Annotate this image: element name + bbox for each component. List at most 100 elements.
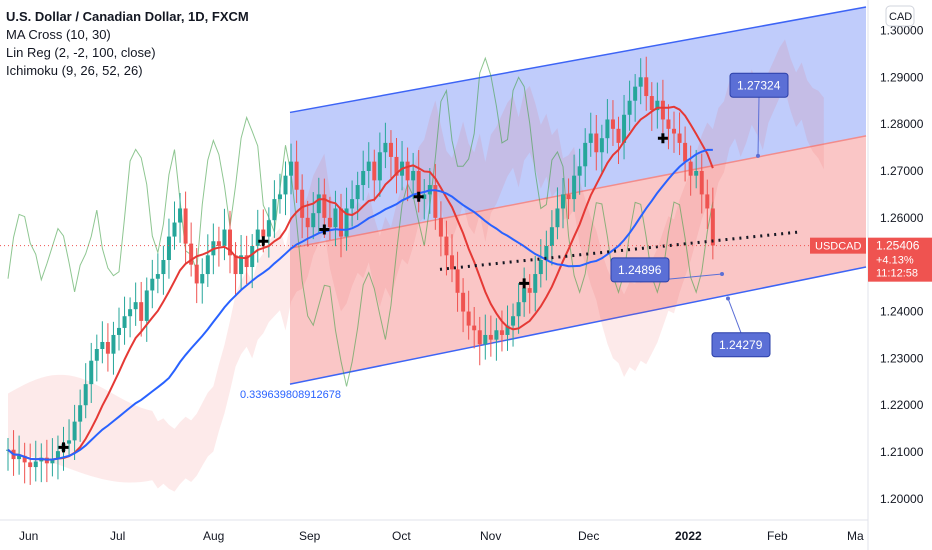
candle-body bbox=[555, 208, 560, 228]
candle-body bbox=[616, 128, 621, 143]
candle-body bbox=[383, 142, 388, 153]
candle-body bbox=[333, 208, 338, 228]
candle-body bbox=[111, 334, 116, 354]
ma-cross-marker bbox=[258, 236, 269, 247]
x-tick-label: Ma bbox=[847, 529, 864, 543]
chart-legend: U.S. Dollar / Canadian Dollar, 1D, FXCM … bbox=[6, 8, 249, 80]
indicator-lin-reg[interactable]: Lin Reg (2, -2, 100, close) bbox=[6, 45, 156, 60]
candle-body bbox=[599, 138, 604, 153]
annotation-box bbox=[610, 257, 670, 283]
candle-body bbox=[311, 213, 316, 228]
candle-body bbox=[422, 194, 427, 200]
candle-body bbox=[488, 334, 493, 340]
candle-body bbox=[228, 229, 232, 256]
candle-body bbox=[94, 349, 99, 361]
annotation-leader bbox=[727, 298, 742, 333]
indicator-ichimoku[interactable]: Ichimoku (9, 26, 52, 26) bbox=[6, 63, 143, 78]
ichimoku-lagging-line bbox=[7, 56, 714, 387]
candle-body bbox=[28, 462, 33, 468]
candle-body bbox=[594, 133, 599, 153]
candle-body bbox=[577, 166, 582, 176]
candle-body bbox=[505, 325, 510, 335]
x-tick-label: Feb bbox=[767, 529, 788, 543]
candle-body bbox=[705, 194, 710, 209]
support-dotted-line bbox=[439, 230, 801, 271]
candle-body bbox=[200, 274, 205, 284]
candle-body bbox=[216, 241, 221, 246]
regression-lower-fill bbox=[290, 135, 866, 385]
candle-body bbox=[377, 152, 382, 181]
candle-body bbox=[472, 325, 477, 331]
candle-body bbox=[438, 217, 443, 237]
candle-body bbox=[588, 133, 593, 143]
candle-body bbox=[405, 161, 410, 181]
candle-body bbox=[416, 170, 421, 200]
candle-body bbox=[139, 302, 144, 321]
candle-body bbox=[544, 245, 549, 260]
candle-body bbox=[610, 119, 615, 129]
candle-body bbox=[627, 100, 632, 115]
candle-body bbox=[122, 316, 127, 328]
candle-body bbox=[72, 421, 77, 441]
x-tick-label: Nov bbox=[480, 529, 501, 543]
candle-body bbox=[450, 255, 454, 270]
candle-body bbox=[494, 330, 499, 340]
candle-body bbox=[688, 161, 693, 176]
candle-body bbox=[355, 185, 360, 200]
y-tick-label: 1.20000 bbox=[880, 492, 924, 506]
candle-body bbox=[350, 199, 355, 209]
annotation-text: 1.24896 bbox=[618, 263, 662, 277]
candle-body bbox=[172, 222, 177, 237]
x-tick-label: Sep bbox=[299, 529, 321, 543]
candle-body bbox=[538, 260, 543, 275]
candle-body bbox=[189, 243, 194, 265]
candle-body bbox=[183, 208, 188, 244]
ticker-tag: USDCAD bbox=[815, 241, 862, 253]
candle-body bbox=[239, 255, 244, 275]
candle-body bbox=[483, 334, 488, 345]
candle-body bbox=[277, 194, 282, 200]
candle-body bbox=[150, 278, 155, 291]
candle-body bbox=[166, 236, 171, 260]
y-tick-label: 1.28000 bbox=[880, 117, 924, 131]
last-price-value: 1.25406 bbox=[876, 239, 920, 253]
x-tick-label: Oct bbox=[392, 529, 411, 543]
candle-body bbox=[466, 311, 471, 326]
indicator-ma-cross[interactable]: MA Cross (10, 30) bbox=[6, 27, 111, 42]
candle-body bbox=[261, 229, 266, 237]
candle-body bbox=[205, 255, 210, 275]
price-label-box bbox=[868, 237, 932, 282]
regression-mid-line bbox=[289, 135, 867, 250]
chart-title[interactable]: U.S. Dollar / Canadian Dollar, 1D, FXCM bbox=[6, 9, 249, 24]
candle-body bbox=[516, 302, 521, 317]
candle-body bbox=[55, 451, 60, 460]
candle-body bbox=[100, 341, 105, 350]
ma-cross-marker bbox=[519, 278, 530, 289]
annotation-anchor bbox=[726, 296, 730, 301]
candle-body bbox=[649, 96, 654, 111]
x-tick-label: Aug bbox=[203, 529, 224, 543]
candle-body bbox=[144, 290, 149, 321]
y-tick-label: 1.24000 bbox=[880, 305, 924, 319]
y-tick-label: 1.22000 bbox=[880, 398, 924, 412]
candle-body bbox=[527, 288, 532, 293]
candle-body bbox=[677, 133, 682, 143]
candle-body bbox=[477, 330, 482, 345]
candle-body bbox=[178, 208, 183, 223]
candle-body bbox=[22, 455, 27, 463]
candle-body bbox=[233, 255, 238, 275]
candle-body bbox=[161, 260, 166, 275]
fast-ma-line bbox=[7, 105, 714, 461]
candle-body bbox=[117, 327, 121, 335]
ma-cross-marker bbox=[319, 224, 330, 235]
candle-body bbox=[344, 208, 349, 237]
annotation-leader bbox=[757, 97, 760, 156]
candle-body bbox=[655, 100, 660, 111]
candle-body bbox=[672, 128, 676, 134]
candle-body bbox=[660, 100, 665, 120]
annotation-box bbox=[711, 332, 771, 358]
candle-body bbox=[83, 384, 88, 406]
candle-body bbox=[327, 217, 332, 228]
x-tick-label: Jul bbox=[110, 529, 125, 543]
